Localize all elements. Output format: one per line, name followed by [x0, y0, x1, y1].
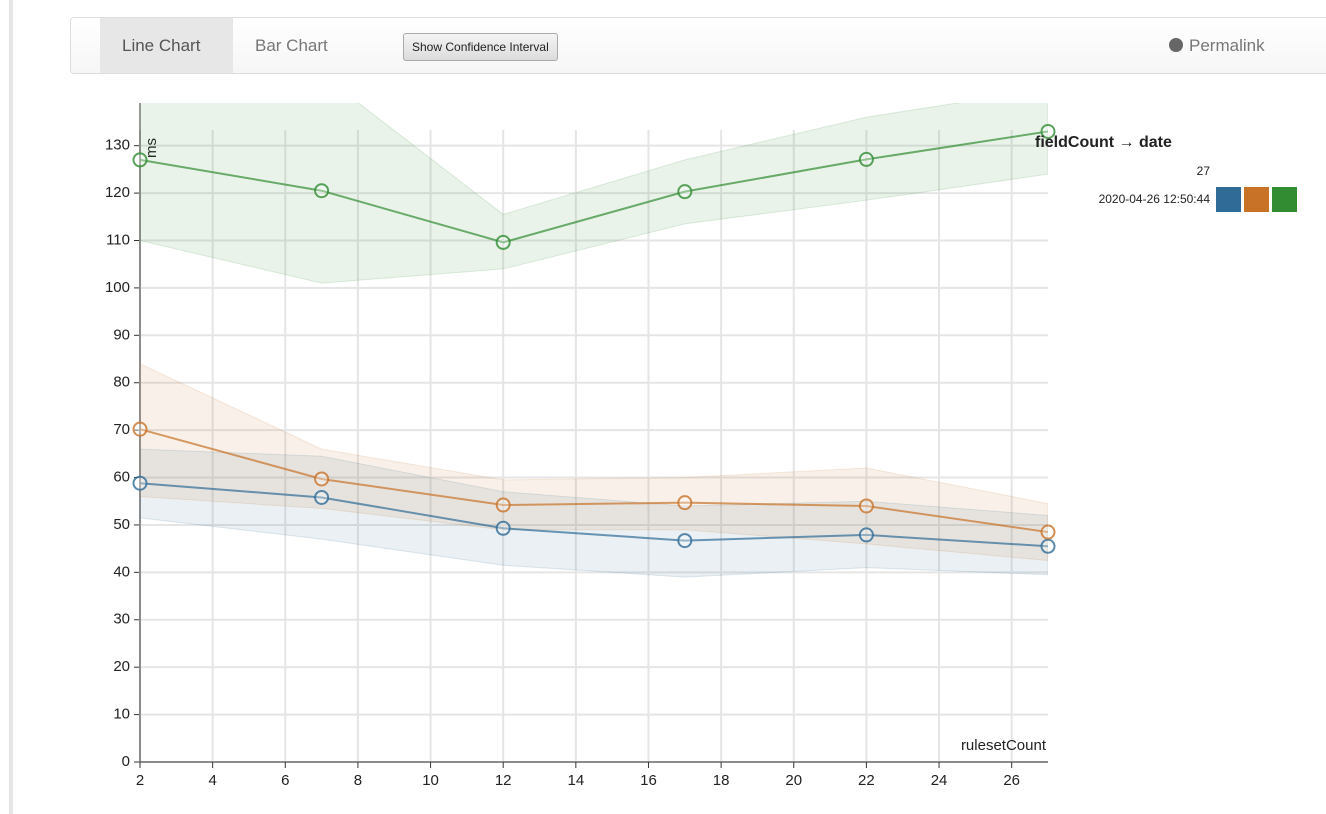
data-point	[677, 533, 693, 549]
y-tick-label: 0	[122, 753, 130, 770]
legend-column: 27	[1197, 164, 1211, 178]
x-tick-label: 22	[858, 772, 875, 789]
y-tick-label: 130	[105, 137, 130, 154]
permalink-text[interactable]: Permalink	[1189, 36, 1265, 55]
y-tick-label: 40	[113, 563, 130, 580]
data-point	[1040, 123, 1056, 139]
x-tick-label: 18	[713, 772, 730, 789]
data-point	[858, 498, 874, 514]
y-tick-label: 60	[113, 469, 130, 486]
confidence-band	[140, 448, 1048, 578]
legend-swatch	[1216, 187, 1241, 212]
data-point	[132, 475, 148, 491]
y-tick-label: 20	[113, 658, 130, 675]
permalink[interactable]: Permalink	[1169, 18, 1265, 73]
y-axis-label: ms	[143, 138, 160, 158]
plot-area	[140, 103, 1048, 578]
data-point	[314, 183, 330, 199]
x-tick-label: 4	[208, 772, 216, 789]
data-point	[858, 527, 874, 543]
x-tick-label: 2	[136, 772, 144, 789]
y-tick-label: 70	[113, 421, 130, 438]
data-point	[495, 520, 511, 536]
x-tick-label: 10	[422, 772, 439, 789]
toolbar: Line Chart Bar Chart Show Confidence Int…	[70, 17, 1326, 74]
legend-swatch	[1272, 187, 1297, 212]
data-point	[132, 421, 148, 437]
x-axis-label: rulesetCount	[961, 737, 1047, 754]
series-line	[139, 428, 1049, 534]
left-border	[9, 0, 13, 814]
legend-row: 2020-04-26 12:50:44	[1099, 192, 1211, 206]
y-tick-label: 120	[105, 184, 130, 201]
series-line	[139, 482, 1049, 548]
y-tick-label: 30	[113, 611, 130, 628]
data-point	[314, 471, 330, 487]
data-point	[495, 497, 511, 513]
data-point	[132, 152, 148, 168]
globe-icon	[1169, 38, 1183, 52]
y-tick-label: 10	[113, 706, 130, 723]
data-point	[495, 234, 511, 250]
x-tick-label: 14	[567, 772, 584, 789]
confidence-band	[140, 103, 1048, 284]
series-line	[139, 130, 1049, 244]
confidence-band	[140, 363, 1048, 562]
y-tick-label: 80	[113, 374, 130, 391]
x-tick-label: 24	[931, 772, 948, 789]
data-point	[1040, 538, 1056, 554]
x-tick-label: 8	[354, 772, 362, 789]
x-tick-label: 16	[640, 772, 657, 789]
x-tick-label: 20	[785, 772, 802, 789]
x-tick-label: 26	[1003, 772, 1020, 789]
x-tick-label: 6	[281, 772, 289, 789]
y-tick-label: 100	[105, 279, 130, 296]
x-tick-label: 12	[495, 772, 512, 789]
y-tick-label: 50	[113, 516, 130, 533]
tab[interactable]: Bar Chart	[255, 36, 328, 55]
data-point	[1040, 524, 1056, 540]
legend-swatch	[1244, 187, 1269, 212]
y-tick-label: 110	[106, 231, 130, 248]
data-point	[314, 489, 330, 505]
tab[interactable]: Line Chart	[100, 18, 233, 73]
button[interactable]: Show Confidence Interval	[403, 33, 558, 61]
data-point	[677, 495, 693, 511]
data-point	[858, 151, 874, 167]
data-point	[677, 184, 693, 200]
y-tick-label: 90	[113, 326, 130, 343]
legend-title: fieldCount → date	[1035, 134, 1172, 151]
